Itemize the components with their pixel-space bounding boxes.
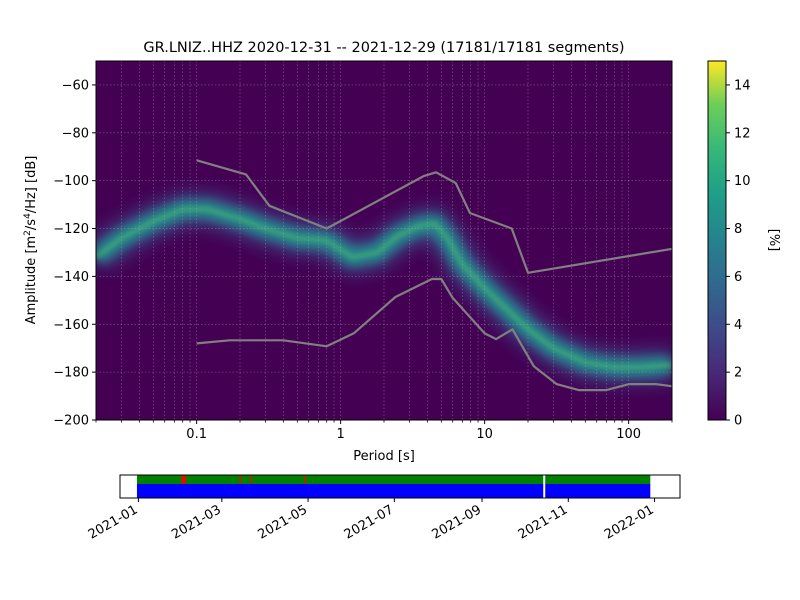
timeline-tick-label: 2021-03 (169, 502, 224, 542)
timeline-tick-label: 2021-05 (256, 502, 311, 542)
y-axis-label: Amplitude [m2/s4/Hz] [dB] (23, 156, 39, 325)
timeline-tick-label: 2022-01 (602, 502, 657, 542)
density-ridge (96, 194, 672, 383)
colorbar-tick-label: 6 (734, 270, 742, 285)
ridge-band-core (96, 207, 672, 370)
x-tick-label: 0.1 (186, 427, 207, 442)
timeline-used-band (136, 484, 651, 498)
timeline-ticks: 2021-01 2021-03 2021-05 2021-07 2021-09 2021-… (86, 498, 657, 543)
colorbar-tick-label: 12 (734, 126, 751, 141)
x-tick-label: 100 (616, 427, 641, 442)
timeline-tick-label: 2021-01 (86, 502, 141, 542)
nhnm-curve (196, 159, 672, 274)
timeline-bars (136, 475, 651, 498)
data-coverage-timeline: 2021-01 2021-03 2021-05 2021-07 2021-09 2021-… (86, 474, 681, 543)
colorbar-tick-label: 10 (734, 174, 751, 189)
colorbar-tick-label: 8 (734, 222, 742, 237)
y-tick-label: −160 (53, 318, 89, 333)
timeline-gap-mark (184, 475, 186, 484)
timeline-tick-label: 2021-11 (516, 502, 571, 542)
grid (96, 61, 672, 420)
colorbar-tick-label: 0 (734, 414, 742, 429)
x-axis-ticks: 0.1 1 10 100 (95, 420, 673, 442)
y-tick-label: −140 (53, 270, 89, 285)
y-axis-ticks: −60 −80 −100 −120 −140 −160 −180 −200 (53, 78, 96, 429)
y-tick-label: −80 (62, 126, 89, 141)
timeline-gap-mark (239, 475, 241, 484)
colorbar (707, 60, 727, 421)
colorbar-tick-label: 4 (734, 318, 742, 333)
y-tick-label: −60 (62, 78, 89, 93)
x-tick-label: 1 (337, 427, 345, 442)
chart-title: GR.LNIZ..HHZ 2020-12-31 -- 2021-12-29 (1… (143, 40, 624, 56)
colorbar-ticks: 0 2 4 6 8 10 12 14 (726, 78, 751, 429)
colorbar-tick-label: 14 (734, 78, 751, 93)
timeline-tick-label: 2021-09 (429, 502, 484, 542)
y-tick-label: −120 (53, 222, 89, 237)
colorbar-tick-label: 2 (734, 366, 742, 381)
timeline-frame (119, 474, 681, 499)
timeline-gap-mark (181, 475, 183, 484)
y-tick-label: −200 (53, 414, 89, 429)
timeline-gap (543, 475, 546, 498)
timeline-data-band (136, 475, 651, 484)
timeline-tick-label: 2021-07 (342, 502, 397, 542)
nlnm-curve (196, 277, 672, 392)
x-axis-label: Period [s] (353, 449, 415, 464)
y-tick-label: −180 (53, 366, 89, 381)
ppsd-plot-area (96, 61, 672, 420)
timeline-gap-mark (304, 475, 306, 484)
timeline-gap-mark (250, 475, 253, 484)
y-tick-label: −100 (53, 174, 89, 189)
x-tick-label: 10 (476, 427, 493, 442)
colorbar-label: [%] (766, 229, 781, 252)
timeline-gap-mark (183, 475, 185, 484)
